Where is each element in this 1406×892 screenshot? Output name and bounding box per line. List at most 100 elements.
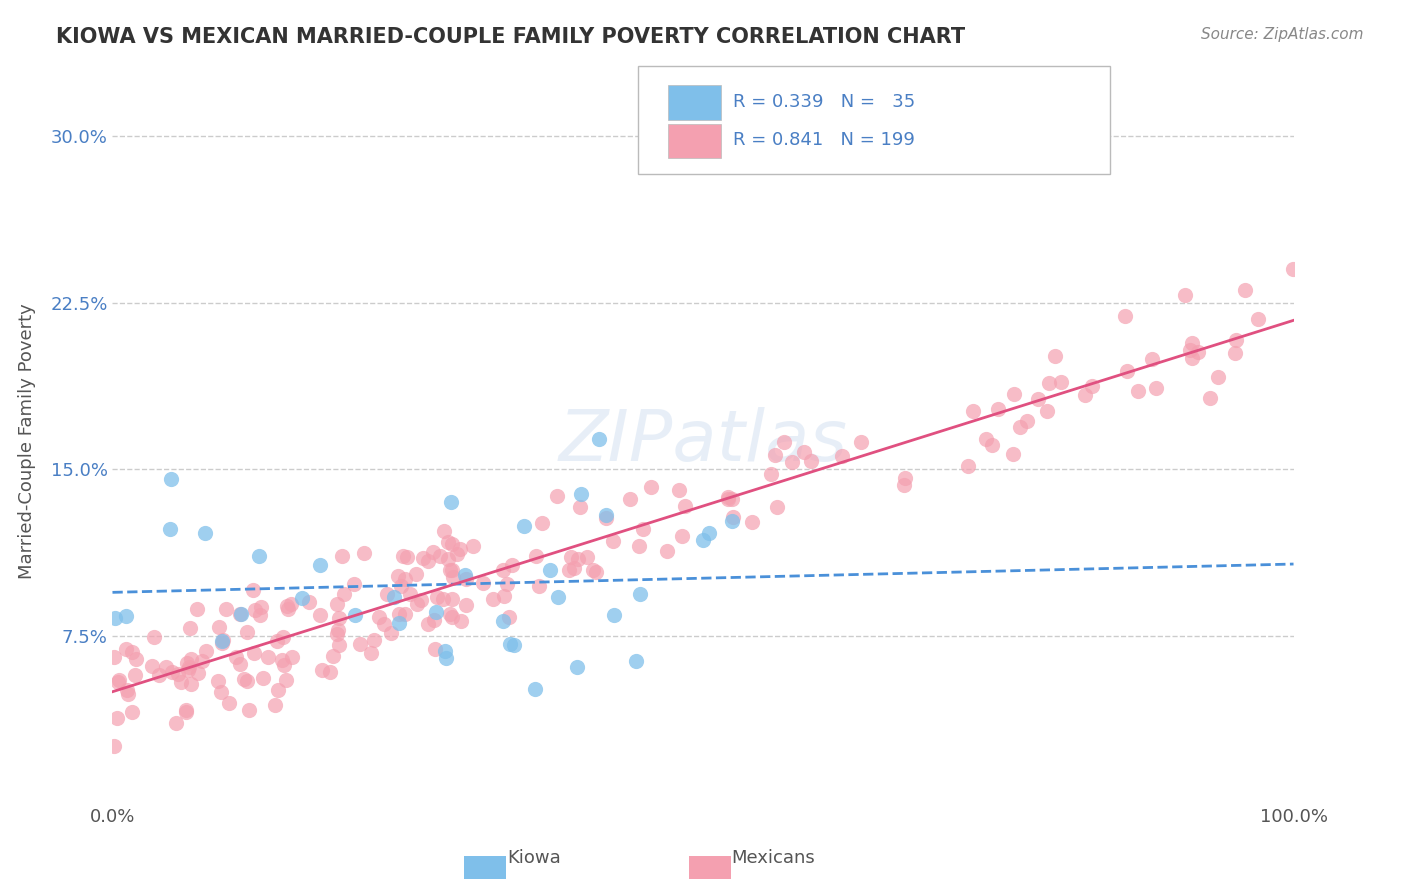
- Point: [422, 545, 444, 559]
- Point: [277, 601, 299, 615]
- Point: [717, 491, 740, 506]
- Point: [121, 705, 143, 719]
- Point: [527, 579, 550, 593]
- Point: [368, 610, 391, 624]
- Point: [174, 705, 197, 719]
- Point: [389, 579, 412, 593]
- Point: [326, 626, 349, 640]
- Point: [1081, 378, 1104, 392]
- Point: [311, 664, 333, 678]
- Point: [394, 607, 416, 621]
- Point: [547, 590, 569, 604]
- Point: [441, 563, 464, 577]
- Point: [461, 540, 484, 554]
- Point: [595, 508, 617, 522]
- Point: [721, 509, 744, 524]
- Point: [180, 651, 202, 665]
- FancyBboxPatch shape: [668, 86, 721, 120]
- Point: [429, 549, 451, 563]
- Point: [105, 711, 128, 725]
- Point: [322, 649, 344, 664]
- Point: [276, 599, 298, 614]
- Point: [697, 525, 720, 540]
- Point: [1225, 333, 1247, 347]
- Point: [398, 587, 420, 601]
- Point: [1008, 420, 1031, 434]
- Point: [523, 682, 546, 697]
- Point: [280, 597, 302, 611]
- Point: [595, 511, 617, 525]
- Point: [668, 483, 690, 498]
- FancyBboxPatch shape: [668, 124, 721, 158]
- Point: [107, 675, 129, 690]
- Point: [759, 467, 782, 481]
- Point: [557, 563, 579, 577]
- Point: [434, 650, 457, 665]
- Point: [627, 540, 650, 554]
- Point: [562, 560, 585, 574]
- Point: [426, 590, 449, 604]
- Point: [425, 605, 447, 619]
- Point: [162, 665, 184, 679]
- Point: [180, 677, 202, 691]
- Point: [328, 611, 350, 625]
- Point: [502, 638, 524, 652]
- Point: [211, 636, 233, 650]
- Point: [384, 590, 406, 604]
- Point: [439, 607, 461, 622]
- Point: [104, 610, 127, 624]
- Point: [546, 489, 568, 503]
- Point: [308, 558, 330, 573]
- Point: [177, 663, 200, 677]
- Point: [1050, 375, 1073, 389]
- Point: [1015, 414, 1038, 428]
- Point: [373, 616, 395, 631]
- Point: [440, 537, 463, 551]
- Point: [692, 533, 714, 547]
- Point: [628, 587, 651, 601]
- Point: [330, 549, 353, 563]
- Point: [176, 656, 198, 670]
- Point: [319, 665, 342, 679]
- Point: [962, 404, 984, 418]
- Point: [454, 567, 477, 582]
- Point: [271, 630, 294, 644]
- Point: [1174, 288, 1197, 302]
- Point: [405, 566, 427, 581]
- Point: [720, 514, 742, 528]
- Point: [569, 487, 592, 501]
- Point: [482, 591, 505, 606]
- Point: [257, 649, 280, 664]
- Point: [1181, 336, 1204, 351]
- Point: [721, 492, 744, 507]
- Point: [1208, 369, 1230, 384]
- Point: [343, 608, 366, 623]
- Point: [631, 522, 654, 536]
- Point: [267, 683, 290, 698]
- Point: [115, 609, 138, 624]
- Point: [125, 652, 148, 666]
- Point: [249, 607, 271, 622]
- Point: [1199, 391, 1222, 405]
- Point: [1247, 312, 1270, 326]
- Point: [440, 494, 463, 508]
- Point: [165, 715, 187, 730]
- Point: [893, 470, 915, 484]
- Point: [1140, 352, 1163, 367]
- Point: [215, 602, 238, 616]
- Point: [793, 445, 815, 459]
- Point: [531, 516, 554, 530]
- Point: [741, 515, 763, 529]
- Point: [174, 703, 197, 717]
- Point: [671, 529, 693, 543]
- Text: Mexicans: Mexicans: [731, 849, 815, 867]
- Point: [142, 630, 165, 644]
- Point: [433, 524, 456, 539]
- Point: [717, 490, 740, 504]
- Point: [281, 650, 304, 665]
- Point: [388, 616, 411, 631]
- Point: [114, 641, 136, 656]
- Point: [439, 563, 461, 577]
- Point: [772, 434, 794, 449]
- Point: [565, 660, 588, 674]
